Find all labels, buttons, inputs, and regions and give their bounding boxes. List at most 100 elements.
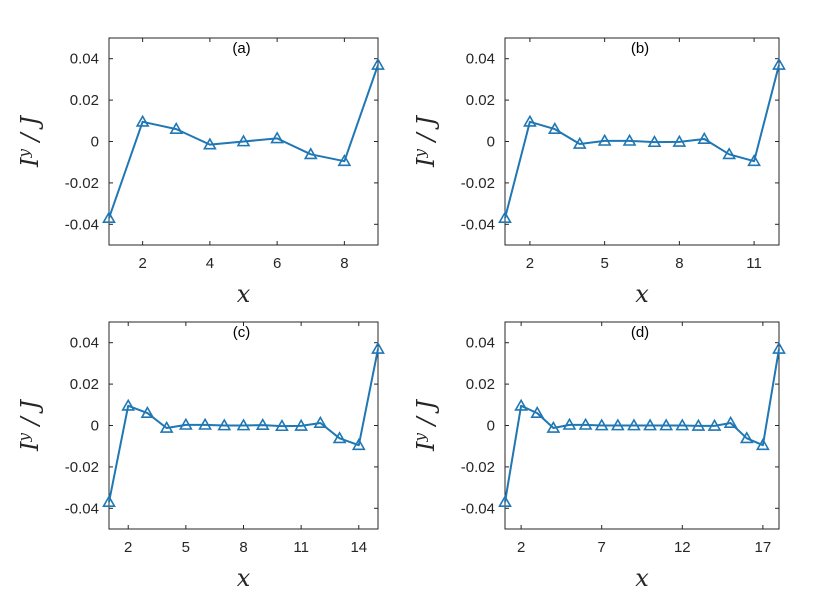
data-point-marker [747, 154, 761, 167]
x-tick-label: 8 [239, 539, 247, 556]
data-point-marker [643, 418, 657, 431]
data-point-marker [772, 57, 786, 70]
x-axis-label: x [635, 280, 649, 308]
y-axis-label-sup: y [411, 432, 429, 442]
panel-label: (c) [233, 324, 251, 341]
y-tick-label: -0.02 [461, 175, 495, 192]
panel-d: 0.04 0.02 0 -0.02 -0.04 2 7 12 17 (d) x Iy / J [411, 321, 786, 592]
x-axis-label: x [237, 564, 251, 592]
y-axis-label: Iy / J [15, 115, 44, 168]
y-axis-label-symbol: I [412, 441, 440, 452]
x-tick-label: 6 [273, 255, 281, 272]
y-tick-label: 0.02 [466, 92, 495, 109]
data-point-marker [178, 417, 193, 430]
series-line [108, 64, 379, 219]
data-point-marker [275, 419, 289, 432]
data-point-marker [722, 147, 737, 160]
y-axis-label-sup: y [411, 148, 429, 158]
data-point-marker [523, 114, 537, 127]
y-tick-label: 0 [487, 418, 495, 435]
x-tick-label: 11 [293, 539, 309, 556]
data-point-marker [707, 418, 722, 431]
y-tick-label: 0.04 [70, 335, 99, 352]
data-point-marker [236, 134, 251, 147]
panel-label: (d) [631, 324, 649, 341]
data-point-marker [303, 147, 318, 160]
panel-label: (a) [232, 40, 250, 57]
y-axis-label-rest: / J [16, 115, 44, 149]
data-point-marker [739, 431, 754, 444]
y-axis-label: Iy / J [411, 115, 440, 168]
data-point-marker [675, 418, 690, 431]
y-axis-label-rest: / J [412, 115, 440, 149]
data-point-marker [622, 133, 637, 146]
data-point-marker [594, 418, 609, 431]
data-point-marker [697, 131, 712, 144]
data-point-marker [610, 418, 625, 431]
data-point-marker [294, 418, 309, 431]
data-point-marker [672, 134, 687, 147]
data-point-marker [530, 405, 545, 419]
data-point-marker [498, 210, 512, 224]
data-point-marker [121, 398, 136, 411]
y-tick-label: 0.04 [70, 51, 99, 68]
panel-c: 0.04 0.02 0 -0.02 -0.04 2 5 8 11 14 (c) x Iy / J [15, 321, 385, 592]
x-tick-label: 2 [124, 539, 132, 556]
x-tick-label: 5 [182, 539, 190, 556]
x-tick-label: 11 [746, 255, 762, 272]
data-point-marker [498, 494, 512, 508]
y-axis-label-symbol: I [16, 157, 44, 168]
data-point-marker [102, 494, 116, 508]
y-axis-label: Iy / J [411, 399, 440, 452]
x-tick-label: 8 [340, 255, 348, 272]
y-tick-label: -0.02 [461, 459, 495, 476]
data-point-marker [562, 417, 577, 430]
y-tick-label: -0.04 [65, 216, 99, 233]
data-point-marker [756, 438, 770, 451]
data-point-marker [270, 131, 285, 144]
y-tick-label: 0 [487, 134, 495, 151]
y-axis-label-symbol: I [16, 441, 44, 452]
panel-label: (b) [631, 40, 649, 57]
y-tick-label: -0.02 [65, 459, 99, 476]
data-point-marker [578, 417, 593, 430]
data-point-marker [659, 418, 674, 431]
series-line [504, 348, 780, 503]
data-point-marker [371, 341, 385, 354]
data-point-marker [202, 137, 217, 150]
data-point-marker [514, 398, 528, 411]
y-tick-label: 0 [91, 418, 99, 435]
panel-b: 0.04 0.02 0 -0.02 -0.04 2 5 8 11 (b) x Iy / J [411, 37, 786, 308]
y-tick-label: -0.02 [65, 175, 99, 192]
series-line [504, 64, 780, 219]
data-point-marker [371, 57, 385, 70]
x-axis-label: x [237, 280, 251, 308]
data-point-marker [772, 341, 786, 354]
data-point-marker [337, 154, 352, 167]
y-axis-label-rest: / J [412, 399, 440, 433]
y-tick-label: 0.04 [466, 335, 495, 352]
y-tick-label: -0.04 [65, 500, 99, 517]
x-tick-label: 4 [206, 255, 214, 272]
x-tick-label: 12 [674, 539, 691, 556]
data-point-marker [723, 415, 738, 428]
y-tick-label: 0.02 [466, 376, 495, 393]
y-axis-label-sup: y [15, 432, 33, 442]
y-axis-label-rest: / J [16, 399, 44, 433]
data-point-marker [597, 133, 612, 146]
y-tick-label: 0.02 [70, 92, 99, 109]
x-tick-label: 2 [526, 255, 534, 272]
data-point-marker [332, 431, 347, 444]
data-point-marker [236, 418, 251, 431]
data-point-marker [169, 121, 184, 135]
x-tick-label: 17 [755, 539, 772, 556]
y-tick-label: 0.04 [466, 51, 495, 68]
data-point-marker [351, 438, 366, 451]
x-tick-label: 8 [675, 255, 683, 272]
x-tick-label: 5 [600, 255, 608, 272]
data-point-marker [255, 417, 270, 431]
data-point-marker [135, 114, 150, 127]
x-tick-label: 14 [350, 539, 367, 556]
data-point-marker [217, 418, 232, 431]
